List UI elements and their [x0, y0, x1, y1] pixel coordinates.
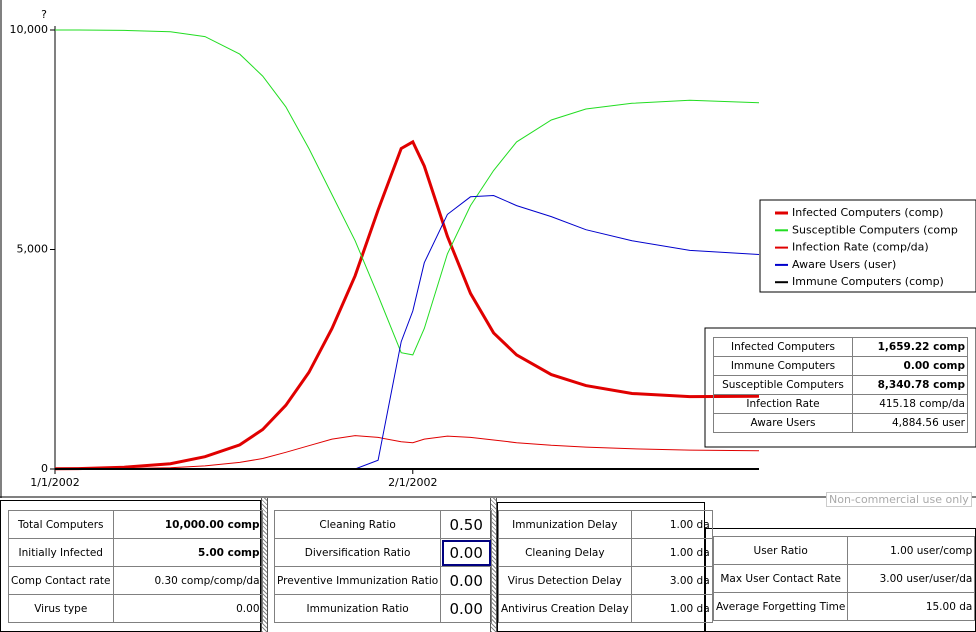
table-row: Immunization Ratio 0.00: [273, 594, 493, 623]
table: Total Computers 10,000.00 comp Initially I…: [8, 510, 263, 623]
label-cell: Initially Infected: [8, 538, 114, 567]
series-line: [55, 29, 760, 356]
label-cell: Total Computers: [8, 510, 114, 539]
value-cell: 5.00 comp: [112, 538, 263, 567]
label-cell: Immunization Ratio: [273, 594, 442, 623]
table-row: Max User Contact Rate 3.00 user/user/da: [712, 564, 976, 593]
legend-label: Infected Computers (comp): [792, 206, 943, 219]
table: Infected Computers 1,659.22 comp Immune Co…: [713, 337, 968, 433]
value-cell: 0.00 comp: [852, 356, 968, 376]
table: Cleaning Ratio 0.50 Diversification Ratio 0…: [273, 510, 493, 623]
legend-label: Susceptible Computers (comp: [792, 223, 958, 236]
value-cell: 1.00 user/comp: [847, 536, 976, 565]
table-row: Immune Computers 0.00 comp: [713, 356, 968, 376]
y-tick-label: 5,000: [17, 243, 49, 256]
label-cell: Average Forgetting Time: [712, 592, 849, 621]
table-row: Preventive Immunization Ratio 0.00: [273, 566, 493, 595]
value-cell: 3.00 user/user/da: [847, 564, 976, 593]
value-cell[interactable]: 0.00: [440, 538, 493, 567]
table-row: Susceptible Computers 8,340.78 comp: [713, 375, 968, 395]
table-row: Comp Contact rate 0.30 comp/comp/da: [8, 566, 263, 595]
value-cell: 0.00: [112, 594, 263, 623]
value-cell: 1.00 da: [630, 594, 713, 623]
table-row: Diversification Ratio 0.00: [273, 538, 493, 567]
table-row: Cleaning Ratio 0.50: [273, 510, 493, 539]
label-cell: Max User Contact Rate: [712, 564, 849, 593]
table: User Ratio 1.00 user/comp Max User Contact…: [712, 536, 976, 621]
value-cell[interactable]: 0.00: [440, 594, 493, 623]
label-cell: User Ratio: [712, 536, 849, 565]
x-tick-label: 2/1/2002: [388, 476, 437, 489]
value-cell[interactable]: 0.00: [440, 566, 493, 595]
label-cell: Aware Users: [713, 413, 853, 433]
label-cell: Infection Rate: [713, 394, 853, 414]
table-row: Cleaning Delay 1.00 da: [498, 538, 713, 567]
series-line: [54, 139, 760, 471]
label-cell: Cleaning Delay: [498, 538, 632, 567]
value-cell: 1,659.22 comp: [852, 337, 968, 357]
series-line: [55, 194, 760, 470]
table-row: User Ratio 1.00 user/comp: [712, 536, 976, 565]
value-cell: 1.00 da: [630, 538, 713, 567]
value-cell: 15.00 da: [847, 592, 976, 621]
table-row: Antivirus Creation Delay 1.00 da: [498, 594, 713, 623]
label-cell: Comp Contact rate: [8, 566, 114, 595]
legend: [759, 199, 976, 293]
label-cell: Antivirus Creation Delay: [498, 594, 632, 623]
label-cell: Cleaning Ratio: [273, 510, 442, 539]
x-tick-label: 1/1/2002: [30, 476, 79, 489]
table-row: Average Forgetting Time 15.00 da: [712, 592, 976, 621]
table-row: Initially Infected 5.00 comp: [8, 538, 263, 567]
label-cell: Preventive Immunization Ratio: [273, 566, 442, 595]
label-cell: Virus type: [8, 594, 114, 623]
label-cell: Immune Computers: [713, 356, 853, 376]
legend-label: Immune Computers (comp): [792, 275, 944, 288]
legend-label: Aware Users (user): [792, 258, 896, 271]
table-row: Virus Detection Delay 3.00 da: [498, 566, 713, 595]
table-row: Infected Computers 1,659.22 comp: [713, 337, 968, 357]
table-row: Aware Users 4,884.56 user: [713, 413, 968, 433]
label-cell: Infected Computers: [713, 337, 853, 357]
table-row: Infection Rate 415.18 comp/da: [713, 394, 968, 414]
value-cell: 1.00 da: [630, 510, 713, 539]
label-cell: Susceptible Computers: [713, 375, 853, 395]
value-cell: 4,884.56 user: [852, 413, 968, 433]
value-cell: 415.18 comp/da: [852, 394, 968, 414]
y-unit: ?: [41, 8, 47, 21]
legend-label: Infection Rate (comp/da): [792, 241, 929, 254]
y-tick-label: 0: [41, 462, 48, 475]
table-row: Virus type 0.00: [8, 594, 263, 623]
value-cell: 8,340.78 comp: [852, 375, 968, 395]
watermark: Non-commercial use only: [826, 492, 972, 507]
value-cell: 10,000.00 comp: [112, 510, 263, 539]
table-row: Total Computers 10,000.00 comp: [8, 510, 263, 539]
table: Immunization Delay 1.00 da Cleaning Delay 1…: [498, 510, 713, 623]
table-row: Immunization Delay 1.00 da: [498, 510, 713, 539]
label-cell: Virus Detection Delay: [498, 566, 632, 595]
label-cell: Immunization Delay: [498, 510, 632, 539]
value-cell[interactable]: 0.50: [440, 510, 493, 539]
y-tick-label: 10,000: [10, 23, 49, 36]
value-cell: 3.00 da: [630, 566, 713, 595]
series-line: [54, 435, 760, 470]
label-cell: Diversification Ratio: [273, 538, 442, 567]
value-cell: 0.30 comp/comp/da: [112, 566, 263, 595]
